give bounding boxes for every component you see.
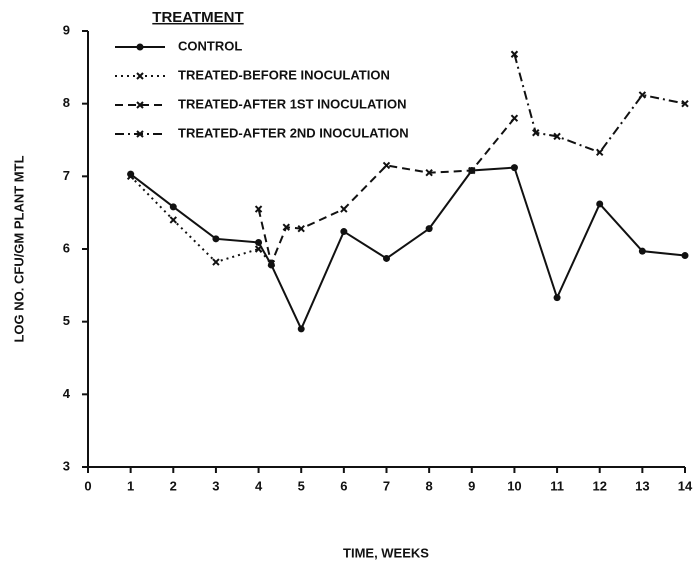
point bbox=[169, 203, 177, 211]
x-tick-label: 2 bbox=[170, 478, 177, 493]
y-tick-label: 8 bbox=[63, 95, 70, 110]
point bbox=[212, 258, 220, 266]
legend-label: TREATED-BEFORE INOCULATION bbox=[178, 67, 390, 82]
x-tick-label: 9 bbox=[468, 478, 475, 493]
point bbox=[638, 247, 646, 255]
legend-marker bbox=[136, 72, 144, 80]
x-tick-label: 7 bbox=[383, 478, 390, 493]
legend-label: CONTROL bbox=[178, 38, 242, 53]
point bbox=[596, 200, 604, 208]
x-tick-label: 6 bbox=[340, 478, 347, 493]
x-tick-label: 12 bbox=[592, 478, 606, 493]
series-line bbox=[130, 166, 686, 332]
x-tick-label: 10 bbox=[507, 478, 521, 493]
point bbox=[553, 132, 561, 141]
point bbox=[282, 223, 290, 231]
y-tick-label: 4 bbox=[63, 386, 71, 401]
x-tick-label: 8 bbox=[426, 478, 433, 493]
point bbox=[297, 325, 305, 333]
point bbox=[596, 148, 604, 157]
y-tick-label: 9 bbox=[63, 22, 70, 37]
point bbox=[297, 224, 305, 233]
point bbox=[267, 259, 276, 268]
point bbox=[382, 161, 391, 170]
point bbox=[383, 254, 390, 262]
point bbox=[532, 129, 540, 137]
point bbox=[169, 216, 177, 224]
point bbox=[425, 168, 433, 177]
x-tick-label: 0 bbox=[84, 478, 91, 493]
y-tick-label: 6 bbox=[63, 240, 70, 255]
point bbox=[510, 164, 518, 172]
point bbox=[254, 205, 263, 213]
point bbox=[425, 225, 433, 233]
point bbox=[468, 166, 476, 175]
point bbox=[553, 294, 561, 302]
legend-label: TREATED-AFTER 2ND INOCULATION bbox=[178, 125, 409, 140]
x-tick-label: 13 bbox=[635, 478, 649, 493]
y-tick-label: 7 bbox=[63, 168, 70, 183]
y-tick-label: 3 bbox=[63, 458, 70, 473]
point bbox=[681, 252, 689, 260]
x-tick-label: 14 bbox=[678, 478, 693, 493]
point bbox=[340, 205, 348, 213]
point bbox=[681, 99, 689, 108]
legend-label: TREATED-AFTER 1ST INOCULATION bbox=[178, 96, 406, 111]
point bbox=[638, 91, 647, 99]
x-axis-label: TIME, WEEKS bbox=[343, 545, 429, 560]
legend-marker bbox=[136, 130, 144, 138]
series-line bbox=[513, 53, 686, 154]
point bbox=[510, 50, 519, 58]
x-tick-label: 4 bbox=[255, 478, 263, 493]
legend-marker bbox=[136, 43, 144, 51]
point bbox=[212, 235, 220, 243]
x-tick-label: 1 bbox=[127, 478, 134, 493]
point bbox=[340, 228, 348, 236]
x-tick-label: 5 bbox=[298, 478, 305, 493]
point bbox=[254, 245, 263, 253]
point bbox=[510, 114, 519, 122]
legend-marker bbox=[136, 101, 144, 109]
legend-title: TREATMENT bbox=[152, 9, 243, 26]
x-tick-label: 11 bbox=[550, 478, 564, 493]
y-tick-label: 5 bbox=[63, 313, 70, 328]
x-tick-label: 3 bbox=[212, 478, 219, 493]
point bbox=[126, 172, 135, 181]
point bbox=[255, 238, 263, 246]
y-axis-label: LOG NO. CFU/GM PLANT MTL bbox=[11, 155, 26, 342]
